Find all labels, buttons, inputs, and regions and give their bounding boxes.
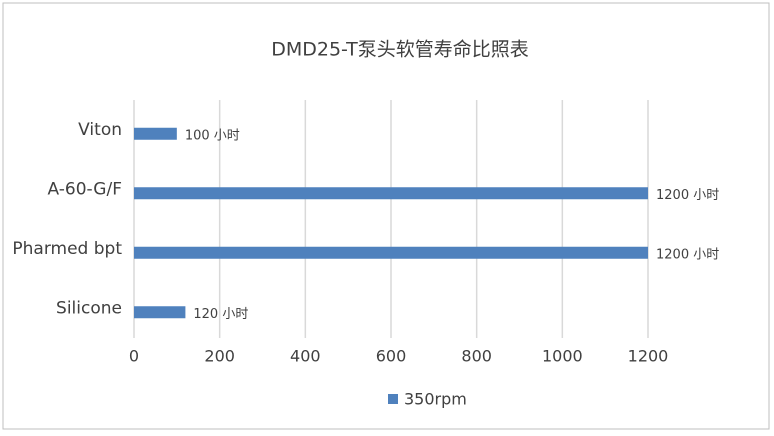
bar: [134, 127, 177, 140]
x-tick-label: 1200: [628, 347, 669, 366]
x-tick-label: 600: [376, 347, 407, 366]
y-tick-label: Pharmed bpt: [12, 239, 122, 259]
chart-frame: [2, 2, 770, 430]
data-label: 1200 小时: [656, 247, 719, 262]
bar: [134, 246, 648, 259]
data-label: 100 小时: [185, 128, 240, 143]
data-label: 1200 小时: [656, 188, 719, 203]
x-tick-label: 800: [461, 347, 492, 366]
legend-swatch: [388, 394, 398, 404]
x-tick-label: 1000: [542, 347, 583, 366]
data-label: 120 小时: [193, 307, 248, 322]
x-tick-label: 400: [290, 347, 321, 366]
chart-title: DMD25-T泵头软管寿命比照表: [271, 39, 529, 61]
y-tick-label: Silicone: [56, 298, 122, 318]
y-tick-label: A-60-G/F: [48, 179, 122, 199]
y-tick-label: Viton: [78, 120, 122, 140]
x-tick-label: 0: [129, 347, 139, 366]
legend-label: 350rpm: [404, 390, 467, 409]
bar: [134, 306, 186, 319]
bar: [134, 187, 648, 200]
x-tick-label: 200: [204, 347, 235, 366]
